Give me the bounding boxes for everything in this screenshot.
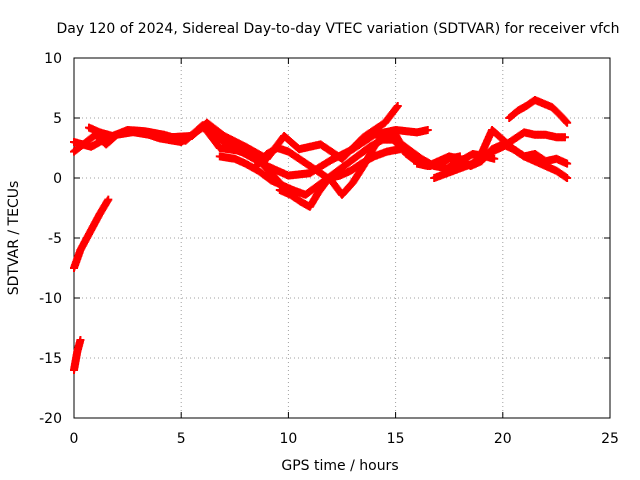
- data-point: [104, 195, 113, 204]
- y-tick-label: -10: [39, 291, 62, 307]
- data-point: [490, 154, 499, 163]
- series-arc-k: [391, 138, 464, 170]
- x-tick-label: 5: [177, 431, 186, 447]
- x-tick-label: 0: [70, 431, 79, 447]
- data-point: [455, 152, 464, 161]
- y-tick-label: 10: [44, 51, 62, 67]
- x-axis-label: GPS time / hours: [281, 458, 398, 474]
- series-arc-c: [85, 121, 293, 197]
- data-point: [560, 133, 569, 142]
- x-tick-label: 25: [601, 431, 619, 447]
- series-arc-j: [477, 128, 569, 161]
- grid-lines: [74, 58, 610, 418]
- y-axis-label: SDTVAR / TECUs: [6, 181, 22, 296]
- series-arc-i: [505, 96, 572, 127]
- data-marks: [70, 96, 572, 374]
- series-arc-b: [70, 123, 432, 180]
- data-point: [393, 102, 402, 110]
- series-arc-h: [430, 126, 572, 182]
- axes: 0 5 10 15 20 25 -20 -15 -10 -5 0 5 10: [39, 51, 619, 447]
- series-early-drop: [70, 336, 85, 374]
- data-point: [563, 159, 572, 168]
- x-tick-label: 15: [387, 431, 405, 447]
- data-point: [76, 336, 85, 344]
- y-tick-label: -15: [39, 351, 62, 367]
- x-tick-label: 20: [494, 431, 512, 447]
- y-tick-label: 5: [53, 111, 62, 127]
- data-point: [563, 174, 572, 182]
- series-arc-f: [252, 128, 422, 199]
- y-tick-label: -20: [39, 411, 62, 427]
- series-early-rise: [70, 195, 113, 272]
- data-point: [563, 118, 572, 127]
- x-tick-label: 10: [279, 431, 297, 447]
- series-arc-d: [215, 135, 499, 199]
- data-point: [423, 126, 432, 134]
- y-tick-label: -5: [48, 231, 62, 247]
- y-tick-label: 0: [53, 171, 62, 187]
- chart-title: Day 120 of 2024, Sidereal Day-to-day VTE…: [56, 21, 619, 37]
